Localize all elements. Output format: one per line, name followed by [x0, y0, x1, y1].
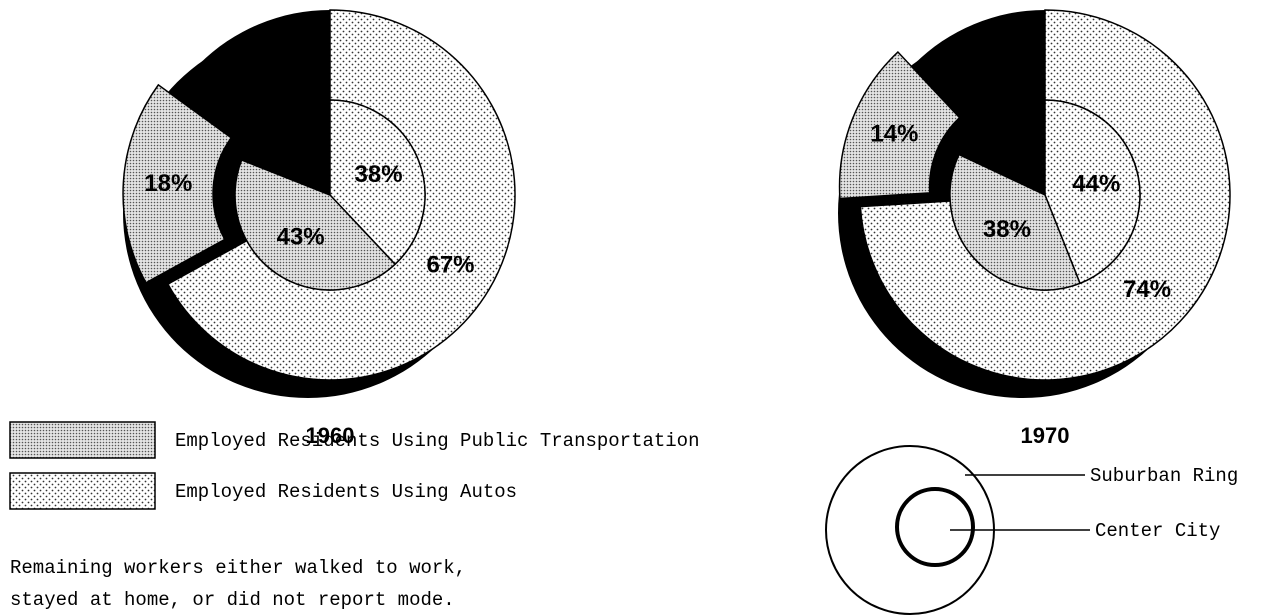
- pie-wedge: [122, 83, 233, 284]
- chart-title: 1970: [1021, 423, 1070, 448]
- wedge-label: 43%: [277, 224, 325, 251]
- pie-wedge: [329, 99, 426, 266]
- key-label: Suburban Ring: [1090, 465, 1238, 487]
- pie-wedge: [234, 159, 397, 291]
- chart-title: 1960: [306, 423, 355, 448]
- wedge-label: 67%: [426, 252, 474, 279]
- note-line: stayed at home, or did not report mode.: [10, 589, 455, 611]
- wedge-label: 44%: [1072, 171, 1120, 198]
- legend-swatch: [9, 472, 156, 510]
- key-inner-circle: [895, 487, 975, 567]
- ring-key: Suburban Ring Center City: [825, 445, 1238, 615]
- wedge-label: 38%: [983, 216, 1031, 243]
- wedge-label: 14%: [870, 121, 918, 148]
- note-line: Remaining workers either walked to work,: [10, 557, 466, 579]
- wedge-label: 18%: [144, 170, 192, 197]
- legend-label: Employed Residents Using Autos: [175, 481, 517, 503]
- legend-swatch: [9, 421, 156, 459]
- legend-label: Employed Residents Using Public Transpor…: [175, 430, 700, 452]
- key-label: Center City: [1095, 520, 1220, 542]
- wedge-label: 38%: [355, 161, 403, 188]
- wedge-label: 74%: [1123, 276, 1171, 303]
- pie-wedge: [1044, 99, 1141, 285]
- pie-wedge: [949, 153, 1081, 291]
- pie-wedge: [838, 50, 961, 200]
- legend: Employed Residents Using Public Transpor…: [9, 421, 700, 510]
